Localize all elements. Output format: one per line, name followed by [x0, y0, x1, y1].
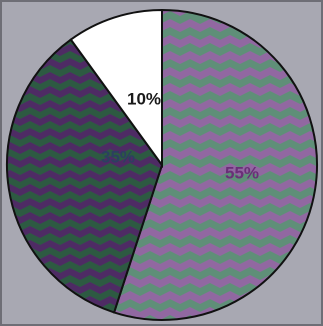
slice-label-10: 10%	[127, 89, 161, 108]
pie-slice-10	[69, 8, 163, 169]
pie-labels: 55% 35% 10%	[101, 89, 259, 182]
pie-slice-35	[6, 38, 164, 314]
slice-label-35: 35%	[101, 147, 135, 166]
pie-slices	[6, 8, 318, 321]
slice-label-55: 55%	[225, 163, 259, 182]
pie-slice-55	[112, 8, 318, 321]
